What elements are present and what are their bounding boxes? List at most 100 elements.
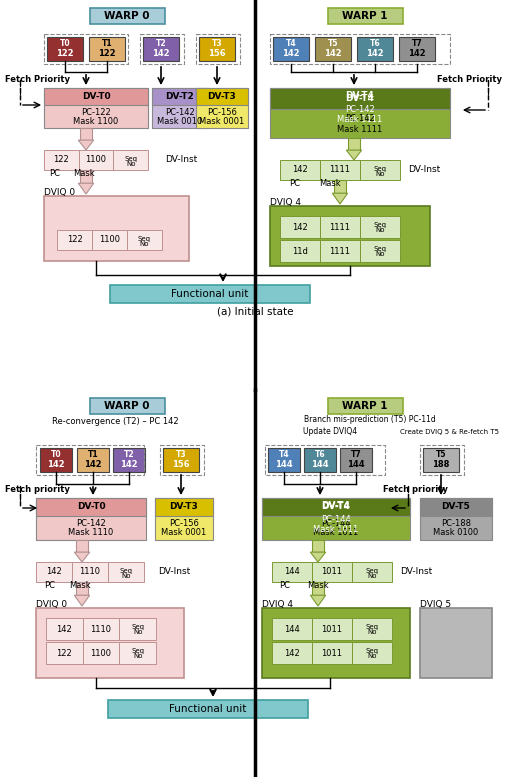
Text: 122: 122 [56, 49, 74, 58]
FancyBboxPatch shape [75, 540, 88, 552]
Text: Create DVIQ 5 & Re-fetch T5: Create DVIQ 5 & Re-fetch T5 [400, 429, 498, 435]
FancyBboxPatch shape [108, 700, 307, 718]
Text: 142: 142 [46, 567, 62, 577]
Text: No: No [366, 573, 376, 579]
Text: DV-T4: DV-T4 [321, 500, 350, 510]
Text: No: No [126, 161, 135, 166]
FancyBboxPatch shape [195, 88, 247, 128]
Text: PC-142: PC-142 [345, 113, 374, 123]
FancyBboxPatch shape [271, 562, 312, 582]
Text: DV-T3: DV-T3 [169, 502, 198, 511]
Text: 1100: 1100 [90, 649, 111, 657]
FancyBboxPatch shape [82, 642, 119, 664]
Text: (a) Initial state: (a) Initial state [216, 307, 293, 317]
Text: PC-122: PC-122 [81, 108, 110, 117]
Text: 156: 156 [172, 460, 189, 469]
FancyBboxPatch shape [267, 448, 299, 472]
FancyBboxPatch shape [262, 608, 409, 678]
Text: 1100: 1100 [86, 155, 106, 165]
FancyBboxPatch shape [333, 180, 346, 193]
Text: Seq: Seq [365, 649, 378, 654]
Text: 142: 142 [407, 49, 425, 58]
FancyBboxPatch shape [46, 618, 82, 640]
FancyBboxPatch shape [92, 230, 127, 250]
Text: No: No [366, 653, 376, 660]
Text: PC-142: PC-142 [165, 108, 194, 117]
FancyBboxPatch shape [315, 37, 350, 61]
FancyBboxPatch shape [279, 240, 319, 262]
Text: PC: PC [49, 169, 61, 179]
FancyBboxPatch shape [272, 37, 308, 61]
Text: Functional unit: Functional unit [171, 289, 248, 299]
FancyBboxPatch shape [279, 216, 319, 238]
Text: Seq: Seq [365, 567, 378, 573]
Text: 144: 144 [284, 567, 299, 577]
Text: DV-Inst: DV-Inst [407, 166, 439, 175]
Text: PC-144: PC-144 [321, 515, 350, 524]
Text: Re-convergence (T2) – PC 142: Re-convergence (T2) – PC 142 [51, 417, 178, 427]
FancyBboxPatch shape [419, 498, 491, 516]
FancyBboxPatch shape [199, 37, 235, 61]
Text: DV-T0: DV-T0 [81, 92, 110, 101]
Text: 11d: 11d [292, 246, 307, 256]
Text: 142: 142 [281, 49, 299, 58]
Text: T2: T2 [155, 39, 166, 48]
Text: DV-T4: DV-T4 [321, 502, 350, 511]
FancyBboxPatch shape [269, 206, 429, 266]
FancyBboxPatch shape [312, 618, 351, 640]
Text: 144: 144 [284, 625, 299, 633]
Text: 142: 142 [84, 460, 102, 469]
Text: 142: 142 [152, 49, 169, 58]
Text: T5: T5 [435, 450, 445, 459]
Text: 142: 142 [292, 166, 307, 175]
Text: Mask 0001: Mask 0001 [199, 117, 244, 126]
Polygon shape [74, 595, 90, 606]
FancyBboxPatch shape [44, 88, 148, 105]
Text: Mask 1011: Mask 1011 [313, 525, 358, 535]
Text: T4: T4 [285, 39, 296, 48]
FancyBboxPatch shape [262, 498, 409, 516]
FancyBboxPatch shape [419, 498, 491, 540]
Text: Seq: Seq [373, 222, 386, 228]
Text: Mask: Mask [306, 581, 328, 591]
Text: T2: T2 [124, 450, 134, 459]
Text: 144: 144 [310, 460, 328, 469]
Text: 142: 142 [120, 460, 137, 469]
FancyBboxPatch shape [311, 540, 324, 552]
Text: Seq: Seq [131, 625, 144, 630]
Text: No: No [375, 228, 384, 234]
Text: PC-156: PC-156 [168, 519, 199, 528]
Polygon shape [78, 183, 94, 194]
Text: Fetch Priority: Fetch Priority [5, 75, 70, 85]
FancyBboxPatch shape [79, 128, 92, 140]
Text: PC: PC [279, 581, 290, 591]
Polygon shape [78, 140, 94, 150]
Text: DV-Inst: DV-Inst [165, 155, 197, 165]
Text: Mask 0001: Mask 0001 [161, 528, 206, 537]
Text: DVIQ 0: DVIQ 0 [36, 600, 67, 608]
FancyBboxPatch shape [347, 138, 359, 150]
Text: No: No [121, 573, 130, 579]
FancyBboxPatch shape [340, 448, 371, 472]
Text: 122: 122 [67, 235, 82, 245]
Text: Mask 1100: Mask 1100 [73, 117, 119, 126]
Text: DV-Inst: DV-Inst [158, 567, 190, 577]
Text: Mask 1111: Mask 1111 [337, 116, 382, 124]
FancyBboxPatch shape [89, 37, 125, 61]
FancyBboxPatch shape [155, 498, 213, 540]
Text: DV-T2: DV-T2 [165, 92, 194, 101]
Text: Mask 1011: Mask 1011 [313, 528, 358, 537]
Text: 144: 144 [347, 460, 364, 469]
FancyBboxPatch shape [36, 562, 72, 582]
Text: DV-T5: DV-T5 [441, 502, 469, 511]
Text: 142: 142 [284, 649, 299, 657]
FancyBboxPatch shape [195, 88, 247, 105]
FancyBboxPatch shape [119, 618, 156, 640]
Text: 144: 144 [275, 460, 292, 469]
Text: DVIQ 0: DVIQ 0 [44, 187, 75, 197]
Text: T3: T3 [211, 39, 222, 48]
FancyBboxPatch shape [351, 618, 391, 640]
Text: T6: T6 [314, 450, 325, 459]
Text: T1: T1 [88, 450, 98, 459]
FancyBboxPatch shape [108, 562, 144, 582]
